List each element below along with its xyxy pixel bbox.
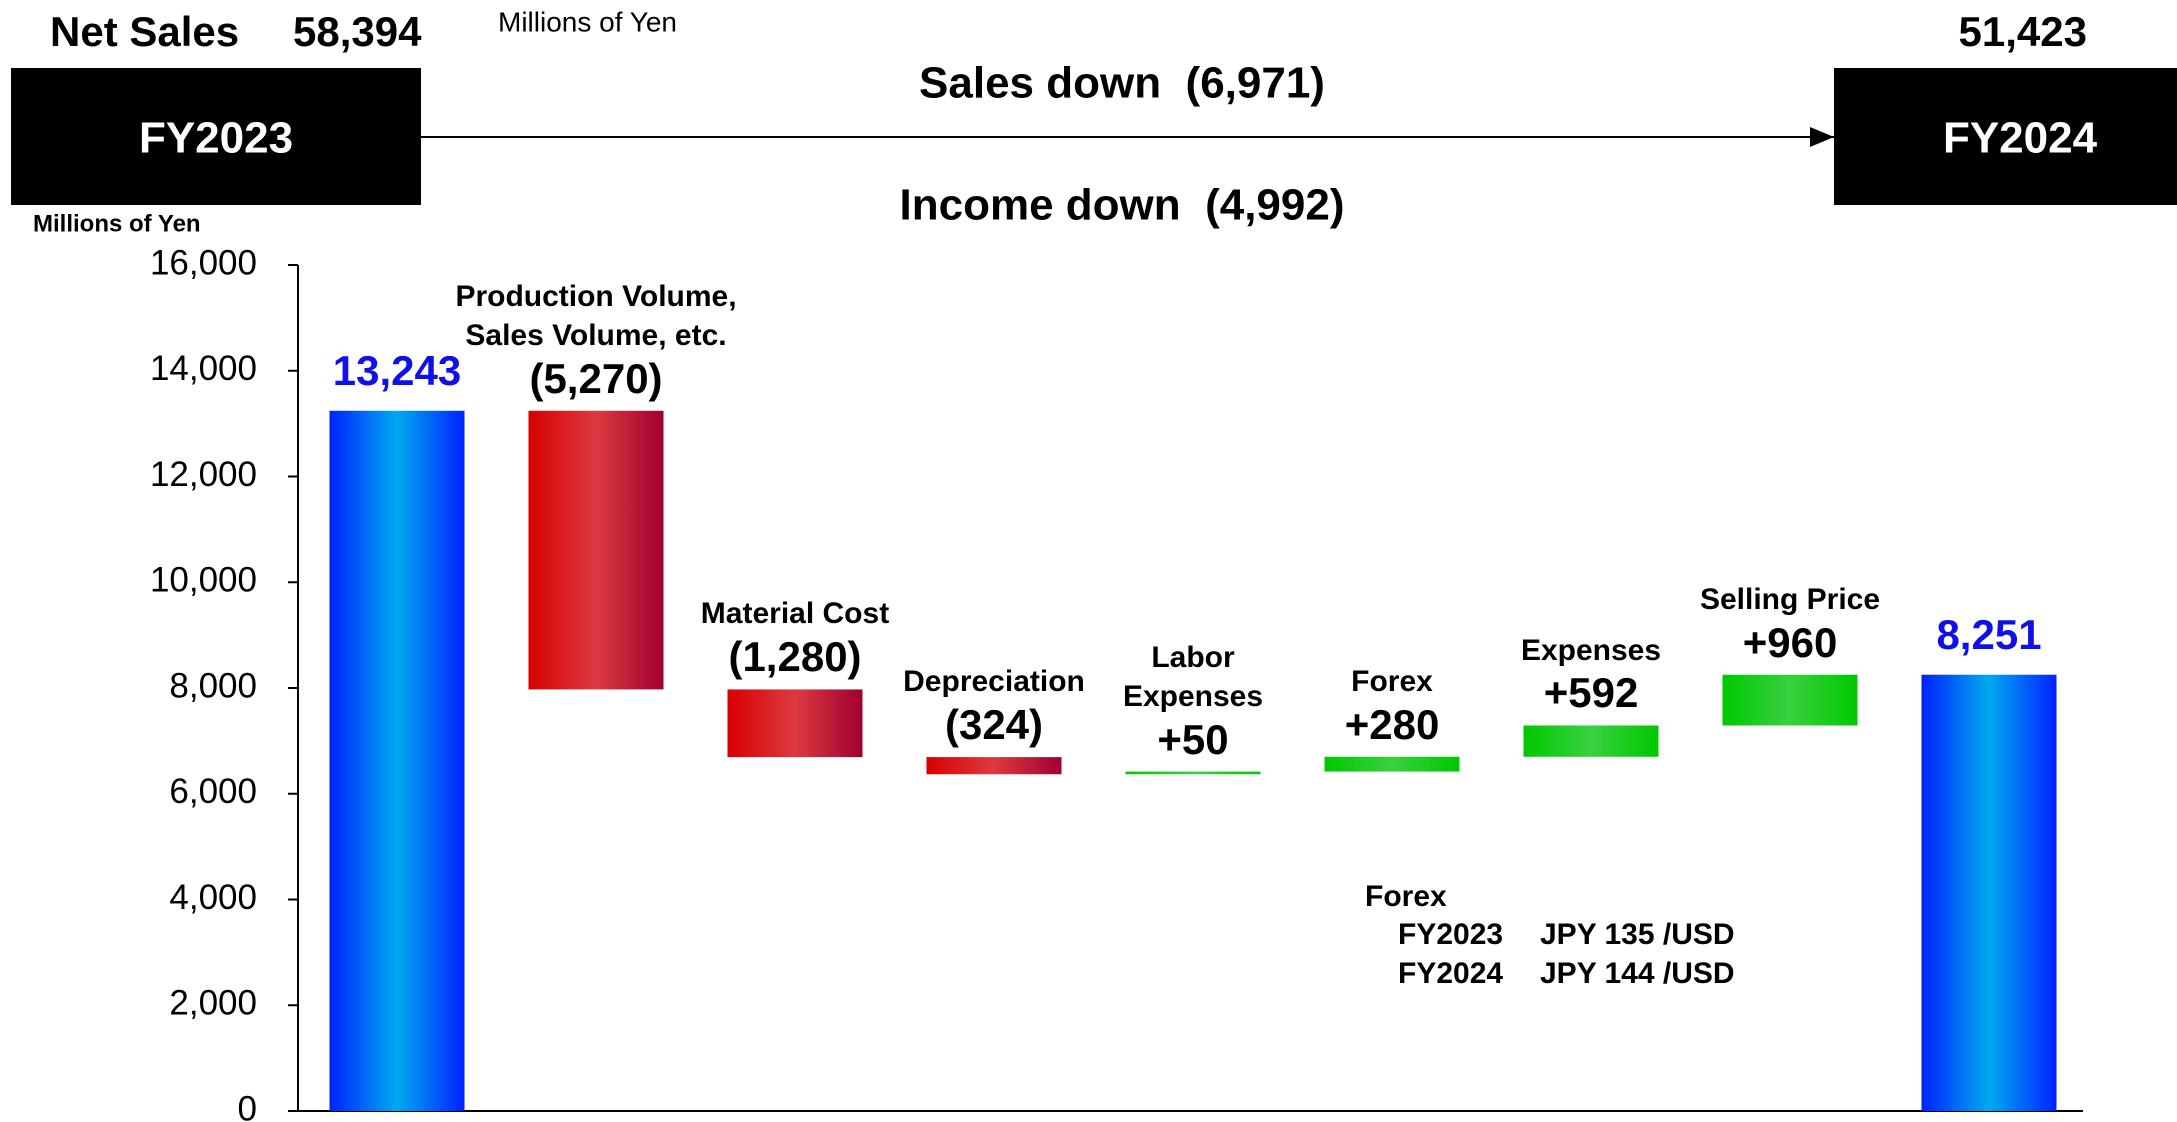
note-title: Forex: [1365, 880, 1447, 913]
category-label: Production Volume, Sales Volume, etc.: [455, 279, 737, 352]
note-year: FY2023: [1398, 918, 1503, 951]
value-label: +960: [1742, 618, 1838, 666]
value-label: (324): [944, 701, 1044, 749]
bar: [1523, 725, 1659, 757]
note-rate: JPY 144 /USD: [1540, 957, 1735, 990]
value-label: +50: [1157, 715, 1229, 763]
y-tick-label: 8,000: [169, 666, 257, 705]
bar: [1722, 674, 1858, 726]
fy2024-label: FY2024: [1943, 114, 2098, 163]
value-label: (5,270): [529, 354, 663, 402]
bar: [1921, 674, 2057, 1111]
fy2023-label: FY2023: [139, 114, 293, 163]
category-label: Forex: [1351, 664, 1433, 698]
bar: [1125, 771, 1261, 775]
y-tick-label: 10,000: [150, 561, 257, 600]
y-tick-label: 6,000: [169, 772, 257, 811]
bar: [329, 410, 465, 1111]
bar: [528, 410, 664, 690]
y-tick-label: 12,000: [150, 455, 257, 494]
y-tick-label: 14,000: [150, 349, 257, 388]
value-label: (1,280): [728, 633, 862, 681]
y-axis-title: Millions of Yen: [33, 210, 201, 237]
bar: [727, 689, 863, 758]
y-tick-label: 0: [238, 1089, 257, 1122]
note-year: FY2024: [1398, 957, 1503, 990]
bar: [1324, 756, 1460, 772]
y-tick-label: 16,000: [150, 243, 257, 282]
income-change: Income down (4,992): [900, 181, 1345, 230]
sales-change: Sales down (6,971): [919, 59, 1325, 108]
fy2023-box: [11, 68, 421, 205]
category-label: Labor Expenses: [1122, 640, 1264, 713]
y-tick-label: 2,000: [169, 984, 257, 1023]
category-label: Expenses: [1520, 633, 1662, 667]
value-label: 8,251: [1936, 610, 2042, 658]
fy2024-box: [1834, 68, 2177, 205]
category-label: Selling Price: [1699, 582, 1881, 616]
value-label: +592: [1543, 669, 1639, 717]
note-rate: JPY 135 /USD: [1540, 918, 1735, 951]
value-label: +280: [1344, 700, 1440, 748]
fy2023-sales: 58,394: [293, 8, 422, 55]
category-label: Material Cost: [700, 597, 890, 631]
bar: [926, 757, 1062, 775]
y-tick-label: 4,000: [169, 878, 257, 917]
category-label: Depreciation: [903, 665, 1085, 699]
value-label: 13,243: [332, 346, 462, 394]
net-sales-label: Net Sales: [50, 8, 239, 55]
fy2024-sales: 51,423: [1959, 8, 2087, 55]
unit: Millions of Yen: [498, 6, 677, 37]
